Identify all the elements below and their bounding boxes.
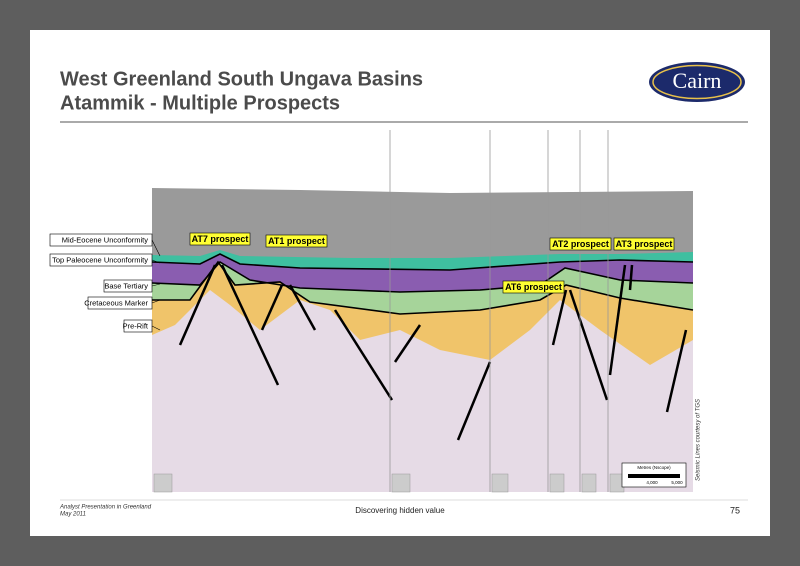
credit: Seismic Lines courtesy of TGS (696, 399, 702, 481)
footer-tagline: Discovering hidden value (355, 506, 445, 515)
prospect-label: AT7 prospect (192, 234, 249, 244)
horizon-label: Top Paleocene Unconformity (52, 255, 148, 264)
horizon-label: Mid-Eocene Unconformity (62, 235, 149, 244)
seismic-section: Metres (Nscope) 4,000 5,000 Seismic Line… (151, 130, 702, 493)
page-number: 75 (730, 505, 740, 515)
logo: Cairn (649, 62, 745, 102)
logo-text: Cairn (673, 68, 722, 93)
horizon-label: Cretaceous Marker (84, 298, 148, 307)
horizon-labels (49, 233, 161, 333)
prospect-label: AT6 prospect (505, 282, 562, 292)
title-line: Atammik - Multiple Prospects (60, 92, 340, 114)
scale-title: Metres (Nscope) (637, 465, 671, 470)
horizon-label: Base Tertiary (104, 281, 148, 290)
title-line: West Greenland South Ungava Basins (60, 68, 423, 90)
prospect-label: AT2 prospect (552, 239, 609, 249)
prospect-label: AT1 prospect (268, 236, 325, 246)
footer-date: May 2011 (60, 512, 86, 518)
prospect-labels (189, 232, 675, 294)
prospect-label: AT3 prospect (616, 239, 673, 249)
scale-label: 4,000 (646, 480, 658, 485)
footer-event: Analyst Presentation in Greenland (59, 505, 152, 511)
scale-bar: Metres (Nscope) 4,000 5,000 (621, 462, 687, 488)
scale-label: 5,000 (671, 480, 683, 485)
horizon-label: Pre-Rift (123, 321, 149, 330)
